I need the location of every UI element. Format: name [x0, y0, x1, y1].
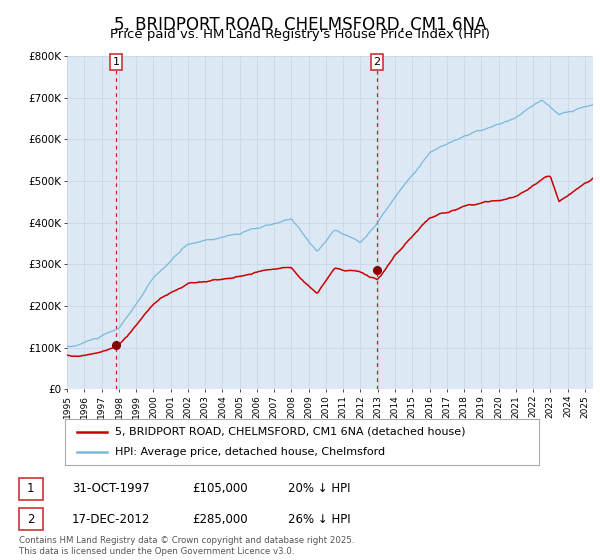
Text: £105,000: £105,000 [192, 482, 248, 496]
Text: 26% ↓ HPI: 26% ↓ HPI [288, 512, 350, 526]
Text: 5, BRIDPORT ROAD, CHELMSFORD, CM1 6NA (detached house): 5, BRIDPORT ROAD, CHELMSFORD, CM1 6NA (d… [115, 427, 465, 437]
Text: 1: 1 [27, 482, 34, 496]
Text: 5, BRIDPORT ROAD, CHELMSFORD, CM1 6NA: 5, BRIDPORT ROAD, CHELMSFORD, CM1 6NA [114, 16, 486, 34]
Text: HPI: Average price, detached house, Chelmsford: HPI: Average price, detached house, Chel… [115, 447, 385, 457]
Text: £285,000: £285,000 [192, 512, 248, 526]
Text: 2: 2 [27, 512, 34, 526]
Text: 17-DEC-2012: 17-DEC-2012 [72, 512, 151, 526]
Text: 1: 1 [113, 57, 119, 67]
Text: 31-OCT-1997: 31-OCT-1997 [72, 482, 149, 496]
Text: 2: 2 [373, 57, 380, 67]
Text: Price paid vs. HM Land Registry's House Price Index (HPI): Price paid vs. HM Land Registry's House … [110, 28, 490, 41]
Text: Contains HM Land Registry data © Crown copyright and database right 2025.
This d: Contains HM Land Registry data © Crown c… [19, 536, 355, 556]
Text: 20% ↓ HPI: 20% ↓ HPI [288, 482, 350, 496]
